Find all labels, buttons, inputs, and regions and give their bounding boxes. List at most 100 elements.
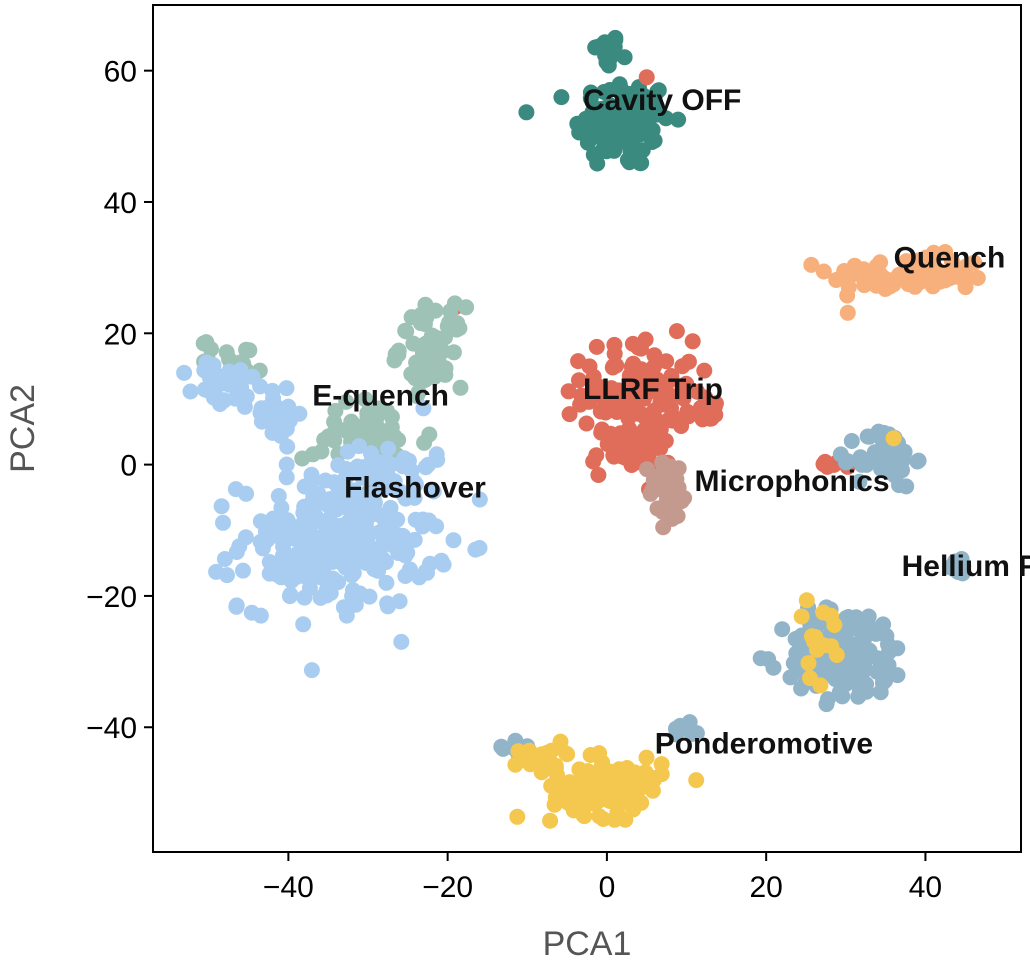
point-hellium-fluc bbox=[752, 650, 769, 667]
point-llrf-trip bbox=[624, 381, 641, 398]
point-cavity-off bbox=[657, 110, 674, 127]
point-cavity-off bbox=[589, 155, 606, 172]
point-hellium-fluc bbox=[953, 551, 970, 567]
point-llrf-trip bbox=[638, 69, 655, 86]
point-e-quench bbox=[305, 446, 321, 463]
point-flashover bbox=[320, 578, 336, 595]
point-flashover bbox=[208, 563, 225, 580]
point-flashover bbox=[351, 438, 368, 455]
point-ponderomotive bbox=[823, 607, 839, 624]
point-flashover bbox=[435, 556, 452, 573]
point-e-quench bbox=[418, 309, 435, 326]
axis-ticks: −40 −20 0 20 40 −40 −20 0 20 40 60 bbox=[86, 56, 942, 904]
point-llrf-trip bbox=[689, 383, 706, 400]
point-llrf-trip bbox=[684, 333, 701, 350]
point-cavity-off bbox=[622, 90, 639, 107]
point-e-quench bbox=[398, 323, 415, 340]
point-flashover bbox=[366, 561, 383, 578]
point-hellium-fluc bbox=[889, 453, 906, 470]
point-flashover bbox=[345, 582, 361, 599]
point-flashover bbox=[228, 598, 245, 615]
point-flashover bbox=[296, 478, 313, 495]
point-llrf-trip bbox=[620, 410, 637, 427]
point-hellium-fluc bbox=[839, 623, 856, 640]
point-flashover bbox=[330, 518, 347, 535]
point-llrf-trip bbox=[588, 447, 605, 464]
point-flashover bbox=[420, 512, 437, 529]
point-ponderomotive bbox=[591, 808, 608, 825]
point-quench bbox=[937, 244, 954, 260]
point-quench bbox=[871, 270, 888, 287]
point-llrf-trip bbox=[605, 448, 622, 465]
point-flashover bbox=[406, 531, 423, 548]
point-hellium-fluc bbox=[793, 680, 810, 697]
point-llrf-trip bbox=[610, 384, 626, 401]
point-flashover bbox=[467, 541, 484, 558]
point-microphonics bbox=[662, 503, 679, 520]
y-tick-label: 20 bbox=[104, 318, 137, 351]
point-ponderomotive bbox=[573, 795, 590, 812]
point-hellium-fluc bbox=[824, 660, 841, 676]
point-cavity-off bbox=[587, 39, 604, 56]
point-llrf-trip bbox=[658, 353, 675, 370]
point-hellium-fluc bbox=[782, 669, 799, 686]
point-e-quench bbox=[365, 405, 382, 422]
y-tick-label: 60 bbox=[104, 56, 137, 89]
point-flashover bbox=[312, 532, 329, 549]
point-e-quench bbox=[437, 360, 454, 377]
point-quench bbox=[925, 244, 942, 261]
point-ponderomotive bbox=[579, 763, 596, 780]
point-flashover bbox=[393, 633, 410, 650]
point-e-quench bbox=[320, 428, 337, 445]
point-llrf-trip bbox=[561, 406, 578, 423]
point-flashover bbox=[278, 456, 295, 473]
point-hellium-fluc bbox=[843, 433, 860, 449]
point-flashover bbox=[420, 456, 437, 473]
point-e-quench bbox=[386, 428, 403, 445]
point-e-quench bbox=[218, 344, 235, 361]
point-flashover bbox=[445, 532, 462, 549]
point-cavity-off bbox=[649, 83, 666, 100]
point-e-quench bbox=[458, 299, 475, 316]
point-e-quench bbox=[452, 379, 469, 396]
point-ponderomotive bbox=[586, 779, 603, 796]
point-llrf-trip bbox=[674, 382, 690, 399]
x-tick-label: −20 bbox=[422, 871, 473, 904]
point-llrf-trip bbox=[819, 458, 836, 475]
point-cavity-off bbox=[635, 87, 652, 104]
point-flashover bbox=[252, 607, 269, 624]
point-ponderomotive bbox=[507, 756, 524, 773]
point-ponderomotive bbox=[798, 592, 815, 609]
point-flashover bbox=[397, 568, 414, 584]
point-cavity-off bbox=[644, 122, 661, 138]
point-hellium-fluc bbox=[854, 639, 871, 655]
point-cavity-off bbox=[593, 109, 610, 126]
point-hellium-fluc bbox=[853, 456, 870, 473]
point-ponderomotive bbox=[793, 608, 810, 625]
point-microphonics bbox=[670, 460, 687, 477]
point-hellium-fluc bbox=[819, 691, 836, 708]
point-flashover bbox=[234, 390, 251, 407]
point-cavity-off bbox=[582, 84, 599, 101]
point-llrf-trip bbox=[652, 440, 669, 457]
point-flashover bbox=[425, 483, 442, 500]
point-flashover bbox=[378, 574, 395, 591]
point-llrf-trip bbox=[588, 338, 605, 355]
point-ponderomotive bbox=[522, 756, 539, 773]
point-hellium-fluc bbox=[774, 621, 791, 638]
cluster-label: Ponderomotive bbox=[655, 728, 873, 761]
point-ponderomotive bbox=[688, 772, 705, 789]
point-flashover bbox=[380, 440, 397, 457]
point-hellium-fluc bbox=[898, 478, 915, 495]
point-cavity-off bbox=[518, 104, 535, 121]
point-quench bbox=[969, 270, 986, 286]
y-axis-label: PCA2 bbox=[4, 384, 42, 473]
point-flashover bbox=[230, 369, 247, 386]
point-flashover bbox=[216, 551, 233, 567]
point-cavity-off bbox=[632, 126, 649, 143]
point-ponderomotive bbox=[804, 628, 820, 645]
point-ponderomotive bbox=[626, 792, 642, 809]
point-flashover bbox=[379, 595, 396, 612]
point-flashover bbox=[277, 411, 294, 428]
point-llrf-trip bbox=[610, 428, 627, 444]
